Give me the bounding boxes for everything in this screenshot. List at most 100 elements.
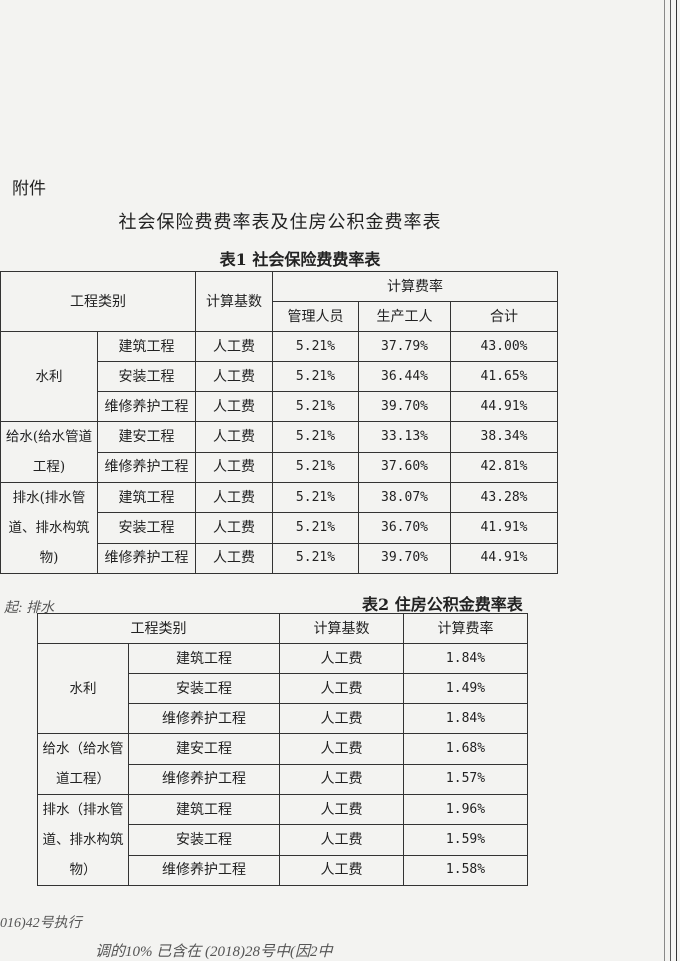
table2-title: 表2 住房公积金费率表 (362, 595, 523, 614)
handwritten-note: 016)42号执行 (0, 916, 82, 931)
cell-worker: 39.70% (358, 542, 451, 575)
cell-base: 人工费 (195, 361, 273, 392)
cell-base: 人工费 (279, 854, 404, 887)
cell-manager: 5.21% (272, 451, 359, 483)
cell-base: 人工费 (279, 733, 404, 765)
cell-rate: 1.58% (403, 854, 528, 887)
cell-worker: 37.60% (358, 451, 451, 483)
cell-manager: 5.21% (272, 481, 359, 514)
cell-type: 安装工程 (128, 824, 280, 856)
cell-type: 维修养护工程 (97, 542, 196, 575)
table-row: 水利 建筑工程 人工费 1.84% (37, 643, 528, 734)
table-row: 安装工程 人工费 5.21% 36.70% 41.91% (1, 512, 558, 544)
header-category: 工程类别 (37, 613, 280, 644)
cell-total: 43.28% (450, 481, 558, 514)
header-rate: 计算费率 (403, 613, 528, 644)
cell-base: 人工费 (279, 643, 404, 674)
cell-base: 人工费 (195, 481, 273, 514)
cell-total: 41.91% (450, 512, 558, 544)
table-row: 维修养护工程 人工费 5.21% 39.70% 44.91% (1, 542, 558, 575)
handwritten-note: 起: 排水 (4, 601, 55, 616)
category-group: 排水（排水管道、排水构筑物） (37, 794, 129, 886)
cell-rate: 1.59% (403, 824, 528, 856)
table-row: 维修养护工程 人工费 1.58% (38, 854, 528, 887)
table-row: 水利 建筑工程 人工费 5.21% 37.79% 43.00% (0, 331, 558, 422)
header-base: 计算基数 (279, 613, 404, 644)
cell-base: 人工费 (195, 542, 273, 575)
cell-type: 建筑工程 (97, 481, 196, 514)
cell-type: 建筑工程 (97, 331, 196, 362)
table-row: 排水（排水管道、排水构筑物） 建筑工程 人工费 1.96% (37, 793, 528, 886)
table-row: 维修养护工程 人工费 5.21% 37.60% 42.81% (1, 451, 558, 483)
cell-type: 维修养护工程 (128, 854, 280, 887)
cell-worker: 36.70% (358, 512, 451, 544)
cell-manager: 5.21% (272, 542, 359, 575)
cell-total: 44.91% (450, 391, 558, 422)
table-row: 维修养护工程 人工费 1.84% (38, 703, 528, 734)
cell-base: 人工费 (279, 673, 404, 704)
cell-worker: 36.44% (358, 361, 451, 392)
cell-manager: 5.21% (272, 331, 359, 362)
table-row: 安装工程 人工费 1.49% (38, 673, 528, 704)
cell-type: 维修养护工程 (97, 391, 196, 422)
header-worker: 生产工人 (358, 301, 451, 332)
cell-total: 42.81% (450, 451, 558, 483)
cell-manager: 5.21% (272, 361, 359, 392)
cell-base: 人工费 (195, 451, 273, 483)
table1-title: 表1 社会保险费费率表 (219, 250, 381, 269)
cell-worker: 39.70% (358, 391, 451, 422)
category-group: 排水(排水管道、排水构筑物) (0, 482, 98, 574)
cell-type: 安装工程 (97, 512, 196, 544)
header-manager: 管理人员 (272, 301, 359, 332)
cell-type: 建筑工程 (128, 793, 280, 826)
cell-worker: 38.07% (358, 481, 451, 514)
cell-type: 安装工程 (128, 673, 280, 704)
cell-rate: 1.84% (403, 703, 528, 734)
category-group: 水利 (37, 643, 129, 734)
header-base: 计算基数 (195, 271, 273, 332)
cell-type: 建筑工程 (128, 643, 280, 674)
table-row: 维修养护工程 人工费 1.57% (38, 763, 528, 795)
cell-rate: 1.49% (403, 673, 528, 704)
cell-rate: 1.57% (403, 763, 528, 795)
cell-base: 人工费 (195, 391, 273, 422)
table-row: 排水(排水管道、排水构筑物) 建筑工程 人工费 5.21% 38.07% 43.28% (0, 481, 558, 574)
cell-type: 建安工程 (97, 421, 196, 453)
cell-manager: 5.21% (272, 421, 359, 453)
category-group: 给水（给水管道工程） (37, 733, 129, 795)
table-row: 给水（给水管道工程） 建安工程 人工费 1.68% (37, 733, 528, 795)
cell-rate: 1.96% (403, 793, 528, 826)
cell-total: 44.91% (450, 542, 558, 575)
header-category: 工程类别 (0, 271, 196, 332)
cell-base: 人工费 (279, 824, 404, 856)
cell-base: 人工费 (279, 763, 404, 795)
cell-worker: 37.79% (358, 331, 451, 362)
cell-base: 人工费 (195, 421, 273, 453)
cell-type: 安装工程 (97, 361, 196, 392)
cell-rate: 1.84% (403, 643, 528, 674)
header-total: 合计 (450, 301, 558, 332)
cell-type: 维修养护工程 (128, 703, 280, 734)
attachment-label: 附件 (12, 179, 46, 199)
cell-total: 41.65% (450, 361, 558, 392)
table-row: 安装工程 人工费 5.21% 36.44% 41.65% (1, 361, 558, 392)
housing-fund-rate-table: 工程类别 计算基数 计算费率 水利 建筑工程 人工费 1.84% 安装工程 人工费 1.49… (37, 613, 528, 887)
cell-manager: 5.21% (272, 512, 359, 544)
cell-worker: 33.13% (358, 421, 451, 453)
cell-base: 人工费 (195, 512, 273, 544)
cell-type: 建安工程 (128, 733, 280, 765)
cell-rate: 1.68% (403, 733, 528, 765)
cell-type: 维修养护工程 (97, 451, 196, 483)
cell-total: 38.34% (450, 421, 558, 453)
cell-total: 43.00% (450, 331, 558, 362)
cell-base: 人工费 (279, 703, 404, 734)
cell-base: 人工费 (195, 331, 273, 362)
cell-base: 人工费 (279, 793, 404, 826)
table-row: 维修养护工程 人工费 5.21% 39.70% 44.91% (1, 391, 558, 422)
social-insurance-rate-table: 工程类别 计算基数 计算费率 管理人员 生产工人 合计 水利 建筑工程 人工费 5.2… (0, 271, 558, 575)
document-title: 社会保险费费率表及住房公积金费率表 (118, 212, 442, 233)
cell-type: 维修养护工程 (128, 763, 280, 795)
header-rate: 计算费率 (272, 271, 558, 302)
table-row: 给水(给水管道工程) 建安工程 人工费 5.21% 33.13% 38.34% (0, 421, 558, 483)
category-group: 给水(给水管道工程) (0, 421, 98, 483)
